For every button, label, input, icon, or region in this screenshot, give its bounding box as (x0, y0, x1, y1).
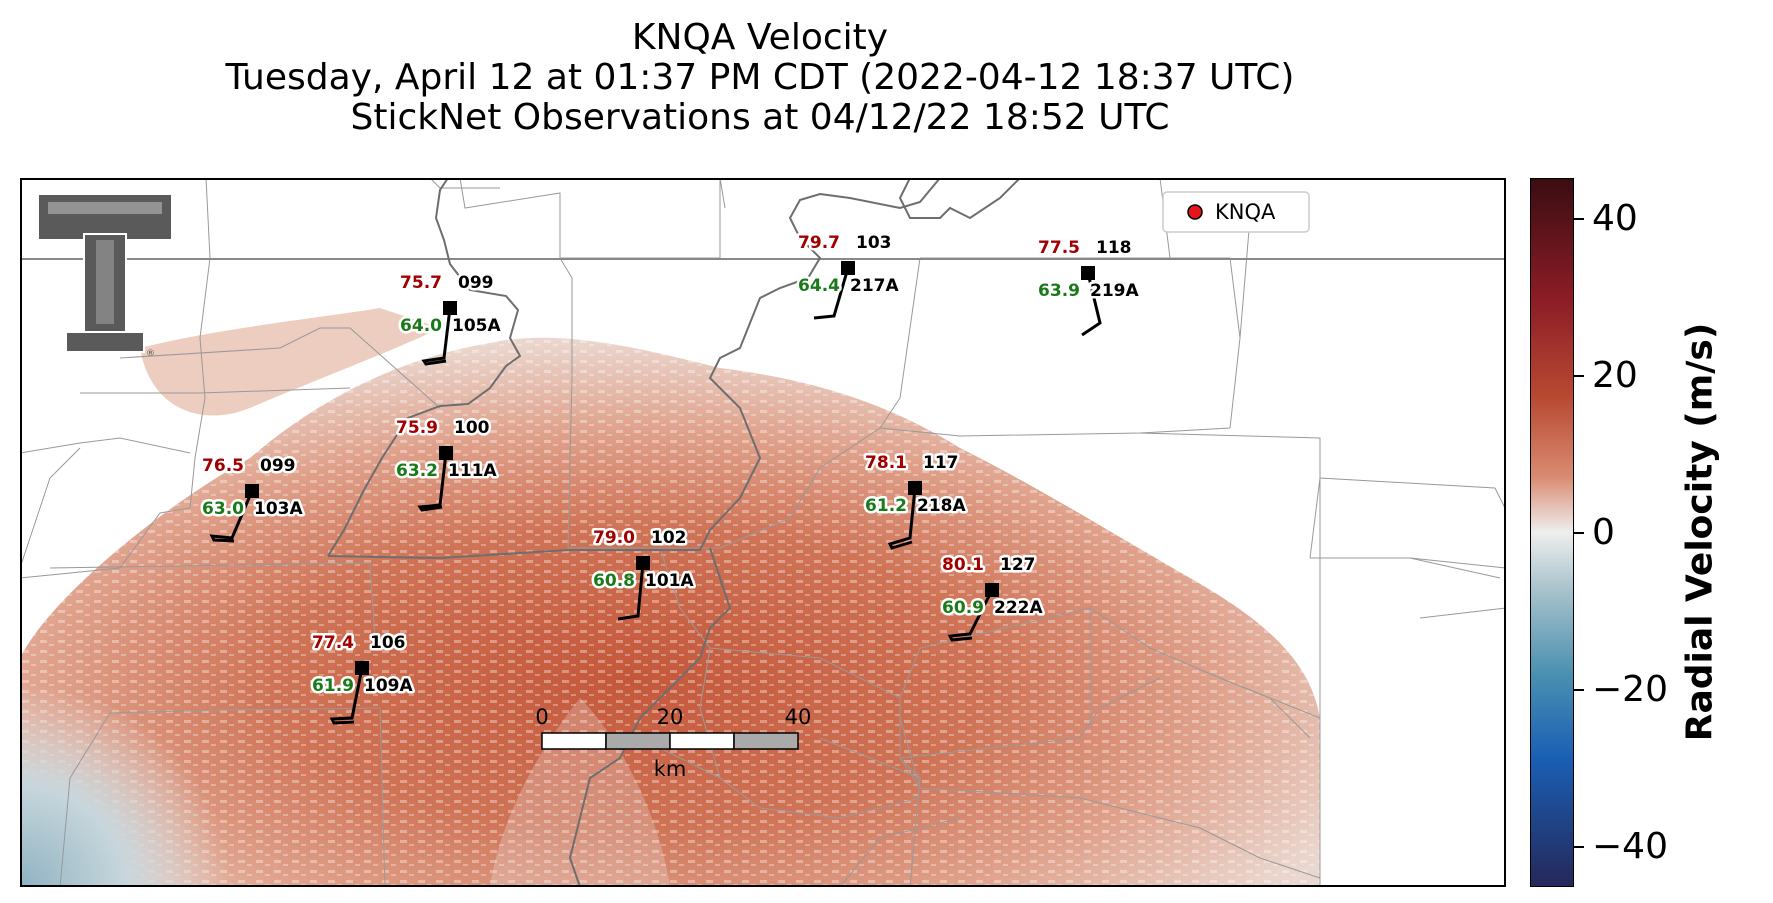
temperature-label: 77.4 (312, 633, 354, 653)
station-id-label: 111A (448, 461, 497, 481)
station-number-label: 102 (651, 528, 687, 548)
station-id-label: 101A (645, 571, 694, 591)
temperature-label: 78.1 (865, 453, 907, 473)
station-plot: 79.0 102 60.8 101A (591, 526, 697, 621)
dewpoint-label: 60.8 (593, 571, 635, 591)
title-line-3: StickNet Observations at 04/12/22 18:52 … (350, 97, 1170, 138)
station-number-label: 118 (1096, 238, 1132, 258)
scale-unit: km (654, 757, 687, 781)
scale-tick-20: 20 (657, 705, 684, 729)
wind-barb-icon (947, 589, 994, 642)
legend-box: KNQA (1162, 191, 1310, 233)
dewpoint-label: 63.0 (202, 499, 244, 519)
station-plot: 78.1 117 61.2 218A (863, 451, 969, 550)
station-id-label: 103A (254, 499, 303, 519)
temperature-label: 80.1 (942, 555, 984, 575)
station-plot: 75.9 100 63.2 111A (394, 416, 500, 512)
scale-bar: 0 20 40 km (535, 705, 811, 781)
station-marker (439, 446, 453, 460)
wind-barb-icon (417, 452, 448, 512)
colorbar-tick-20: 20 (1592, 355, 1638, 396)
temperature-label: 77.5 (1038, 238, 1080, 258)
station-marker (1081, 266, 1095, 280)
station-marker (636, 556, 650, 570)
temperature-label: 79.7 (798, 233, 840, 253)
river-north (898, 178, 1021, 220)
wind-barb-icon (813, 267, 850, 320)
station-id-label: 218A (917, 496, 966, 516)
logo-icon: ® (37, 193, 173, 359)
map-panel[interactable]: ® KNQA 75.7 099 64.0 105A 79.7 103 64.4 217A 77.… (20, 178, 1506, 887)
wind-barb-icon (209, 490, 254, 543)
station-plot: 77.5 118 63.9 219A (1036, 236, 1142, 337)
title-line-1: KNQA Velocity (631, 17, 889, 58)
county-boundaries (20, 178, 1506, 887)
station-id-label: 222A (994, 598, 1043, 618)
dewpoint-label: 63.9 (1038, 281, 1080, 301)
colorbar-tick-neg40: −40 (1592, 826, 1668, 867)
station-id-label: 109A (364, 676, 413, 696)
temperature-label: 75.7 (400, 273, 442, 293)
station-number-label: 099 (260, 456, 296, 476)
wind-barb-icon (617, 562, 645, 621)
station-marker (908, 481, 922, 495)
temperature-label: 76.5 (202, 456, 244, 476)
station-marker (355, 661, 369, 675)
scale-tick-40: 40 (785, 705, 812, 729)
dewpoint-label: 61.9 (312, 676, 354, 696)
station-plot: 77.4 106 61.9 109A (310, 631, 416, 725)
dewpoint-label: 63.2 (396, 461, 438, 481)
station-plot: 75.7 099 64.0 105A (398, 271, 504, 366)
colorbar (1530, 178, 1574, 887)
colorbar-title: Radial Velocity (m/s) (1679, 322, 1721, 742)
dewpoint-label: 61.2 (865, 496, 907, 516)
velocity-echo-field (20, 308, 1320, 887)
station-marker (245, 484, 259, 498)
station-number-label: 103 (856, 233, 892, 253)
station-number-label: 117 (923, 453, 959, 473)
temperature-label: 75.9 (396, 418, 438, 438)
colorbar-tick-0: 0 (1592, 512, 1615, 553)
map-frame (20, 178, 1506, 887)
colorbar-tick-neg20: −20 (1592, 669, 1668, 710)
legend-marker-icon (1187, 204, 1203, 220)
station-plot: 80.1 127 60.9 222A (940, 553, 1046, 642)
legend-label: KNQA (1215, 200, 1276, 224)
wind-barb-icon (421, 307, 452, 366)
dewpoint-label: 60.9 (942, 598, 984, 618)
station-plot: 79.7 103 64.4 217A (796, 231, 902, 320)
station-marker (841, 261, 855, 275)
station-id-label: 219A (1090, 281, 1139, 301)
title-line-2: Tuesday, April 12 at 01:37 PM CDT (2022-… (225, 57, 1295, 98)
svg-text:®: ® (146, 349, 155, 359)
dewpoint-label: 64.0 (400, 316, 442, 336)
dewpoint-label: 64.4 (798, 276, 840, 296)
station-id-label: 105A (452, 316, 501, 336)
colorbar-tick-40: 40 (1592, 198, 1638, 239)
scale-tick-0: 0 (535, 705, 548, 729)
river (327, 178, 941, 887)
wind-barb-icon (887, 487, 917, 550)
station-number-label: 106 (370, 633, 406, 653)
temperature-label: 79.0 (593, 528, 635, 548)
station-number-label: 099 (458, 273, 494, 293)
station-number-label: 127 (1000, 555, 1036, 575)
station-marker (443, 301, 457, 315)
station-id-label: 217A (850, 276, 899, 296)
station-marker (985, 583, 999, 597)
station-plot: 76.5 099 63.0 103A (200, 454, 306, 543)
wind-barb-icon (1081, 272, 1102, 337)
stations-layer: 75.7 099 64.0 105A 79.7 103 64.4 217A 77.5 118 63.… (200, 231, 1142, 725)
wind-barb-icon (329, 667, 364, 725)
station-number-label: 100 (454, 418, 490, 438)
